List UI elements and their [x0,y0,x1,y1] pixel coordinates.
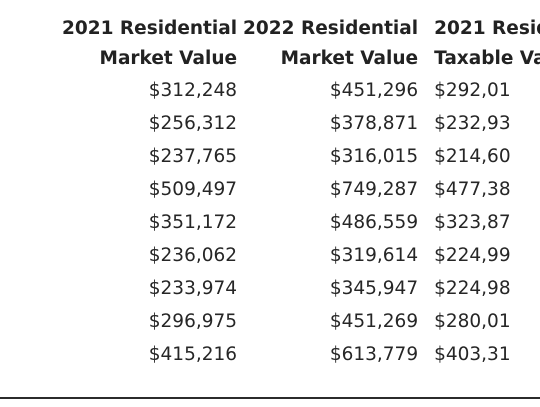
table-row: $312,248 $451,296 $292,01 [62,74,540,107]
header-line-2: Market Value [99,48,238,69]
table-row: $233,974 $345,947 $224,98 [62,272,540,305]
cell-2021-taxable-value: $292,01 [434,80,511,101]
header-line-1: 2021 Residential [62,18,238,39]
cell-2022-market-value: $749,287 [329,179,419,200]
cell-2021-taxable-value: $224,99 [434,245,511,266]
header-2021-market-value: 2021 Residential Market Value [62,14,243,74]
header-2021-taxable-value: 2021 Residenti Taxable Valu [424,14,540,74]
table-row: $236,062 $319,614 $224,99 [62,239,540,272]
cell-2021-market-value: $509,497 [148,179,238,200]
cell-2021-taxable-value: $214,60 [434,146,511,167]
cell-2022-market-value: $345,947 [329,278,419,299]
cell-2021-market-value: $233,974 [148,278,238,299]
header-line-2: Taxable Valu [434,48,540,69]
cell-2021-market-value: $312,248 [148,80,238,101]
cell-2021-market-value: $256,312 [148,113,238,134]
table-row: $415,216 $613,779 $403,31 [62,338,540,371]
cell-2021-market-value: $296,975 [148,311,238,332]
cell-2022-market-value: $319,614 [329,245,419,266]
header-line-2: Market Value [280,48,419,69]
cell-2021-market-value: $351,172 [148,212,238,233]
bottom-border-line [0,397,540,399]
table-row: $296,975 $451,269 $280,01 [62,305,540,338]
cell-2022-market-value: $316,015 [329,146,419,167]
cell-2021-market-value: $236,062 [148,245,238,266]
cell-2021-taxable-value: $477,38 [434,179,511,200]
cell-2021-market-value: $415,216 [148,344,238,365]
cell-2021-taxable-value: $224,98 [434,278,511,299]
cell-2022-market-value: $451,296 [329,80,419,101]
header-line-1: 2021 Residenti [434,18,540,39]
cell-2021-taxable-value: $280,01 [434,311,511,332]
cell-2022-market-value: $451,269 [329,311,419,332]
table-row: $509,497 $749,287 $477,38 [62,173,540,206]
cell-2022-market-value: $378,871 [329,113,419,134]
header-2022-market-value: 2022 Residential Market Value [243,14,424,74]
cell-2021-market-value: $237,765 [148,146,238,167]
header-line-1: 2022 Residential [243,18,419,39]
cell-2021-taxable-value: $403,31 [434,344,511,365]
table-header-row: 2021 Residential Market Value 2022 Resid… [62,14,540,74]
cell-2021-taxable-value: $232,93 [434,113,511,134]
cell-2021-taxable-value: $323,87 [434,212,511,233]
table-row: $256,312 $378,871 $232,93 [62,107,540,140]
cell-2022-market-value: $613,779 [329,344,419,365]
residential-values-table: 2021 Residential Market Value 2022 Resid… [62,14,540,371]
cell-2022-market-value: $486,559 [329,212,419,233]
table-row: $237,765 $316,015 $214,60 [62,140,540,173]
table-row: $351,172 $486,559 $323,87 [62,206,540,239]
